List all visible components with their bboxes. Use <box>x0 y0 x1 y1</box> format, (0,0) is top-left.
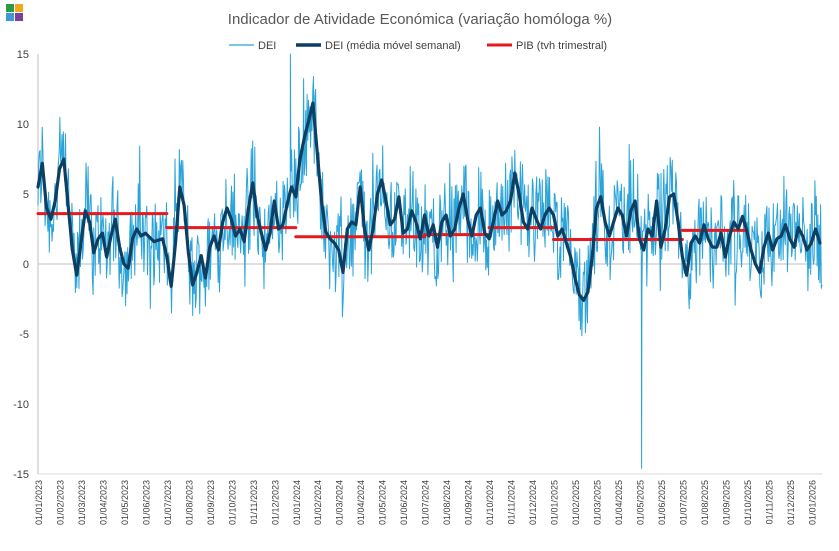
y-tick-label: -10 <box>13 399 29 411</box>
x-tick-label: 01/02/2024 <box>313 480 323 525</box>
x-tick-label: 01/08/2023 <box>184 480 194 525</box>
x-tick-label: 01/05/2023 <box>120 480 130 525</box>
x-tick-label: 01/05/2024 <box>378 480 388 525</box>
x-axis: 01/01/2023 01/02/2023 01/03/2023 01/04/2023… <box>34 263 822 525</box>
y-axis: 15 10 5 0 -5 -10 -15 <box>13 49 39 481</box>
x-tick-label: 01/04/2024 <box>356 480 366 525</box>
x-tick-label: 01/03/2025 <box>592 480 602 525</box>
x-tick-label: 01/06/2025 <box>657 480 667 525</box>
y-tick-label: 5 <box>23 189 29 201</box>
x-tick-label: 01/05/2025 <box>635 480 645 525</box>
legend-label-gdp: PIB (tvh trimestral) <box>516 40 607 52</box>
legend-label-dei-moving-average: DEI (média móvel semanal) <box>325 40 461 52</box>
x-tick-label: 01/10/2024 <box>485 480 495 525</box>
logo-square-purple <box>15 13 23 21</box>
brand-logo <box>6 4 24 22</box>
x-tick-label: 01/07/2025 <box>678 480 688 525</box>
chart-title: Indicador de Atividade Económica (variaç… <box>228 11 612 28</box>
x-tick-label: 01/09/2024 <box>464 480 474 525</box>
y-tick-label: 15 <box>17 49 29 61</box>
x-tick-label: 01/11/2023 <box>249 480 259 524</box>
y-tick-label: 10 <box>17 119 29 131</box>
x-tick-label: 01/04/2025 <box>614 480 624 525</box>
x-tick-label: 01/09/2023 <box>206 480 216 525</box>
x-tick-label: 01/12/2025 <box>786 480 796 525</box>
x-tick-label: 01/11/2025 <box>764 480 774 524</box>
x-tick-label: 01/12/2023 <box>270 480 280 525</box>
plot-area <box>36 53 823 469</box>
x-tick-label: 01/02/2025 <box>571 480 581 525</box>
x-tick-label: 01/03/2023 <box>77 480 87 525</box>
x-tick-label: 01/07/2023 <box>163 480 173 525</box>
x-tick-label: 01/02/2023 <box>55 480 65 525</box>
x-tick-label: 01/01/2023 <box>34 480 44 525</box>
logo-square-blue <box>6 13 14 21</box>
x-tick-label: 01/07/2024 <box>421 480 431 525</box>
x-tick-label: 01/09/2025 <box>721 480 731 525</box>
x-tick-label: 01/08/2024 <box>442 480 452 525</box>
logo-square-green <box>6 4 14 12</box>
x-tick-label: 01/06/2023 <box>141 480 151 525</box>
x-tick-label: 01/01/2024 <box>292 480 302 525</box>
x-tick-label: 01/10/2023 <box>227 480 237 525</box>
x-tick-label: 01/12/2024 <box>528 480 538 525</box>
dei-moving-average-line <box>36 101 822 302</box>
legend-label-dei: DEI <box>258 40 276 52</box>
y-tick-label: -5 <box>19 329 29 341</box>
y-tick-label: 0 <box>23 259 29 271</box>
x-tick-label: 01/01/2025 <box>550 480 560 525</box>
x-tick-label: 01/10/2025 <box>743 480 753 525</box>
dei-daily-line <box>37 53 823 469</box>
x-tick-label: 01/08/2025 <box>700 480 710 525</box>
x-tick-label: 01/11/2024 <box>507 480 517 524</box>
chart-legend: DEI DEI (média móvel semanal) PIB (tvh t… <box>229 40 607 52</box>
logo-square-orange <box>15 4 23 12</box>
x-tick-label: 01/01/2026 <box>807 480 817 525</box>
x-tick-label: 01/03/2024 <box>335 480 345 525</box>
x-tick-label: 01/06/2024 <box>399 480 409 525</box>
x-tick-label: 01/04/2023 <box>98 480 108 525</box>
y-tick-label: -15 <box>13 469 29 481</box>
